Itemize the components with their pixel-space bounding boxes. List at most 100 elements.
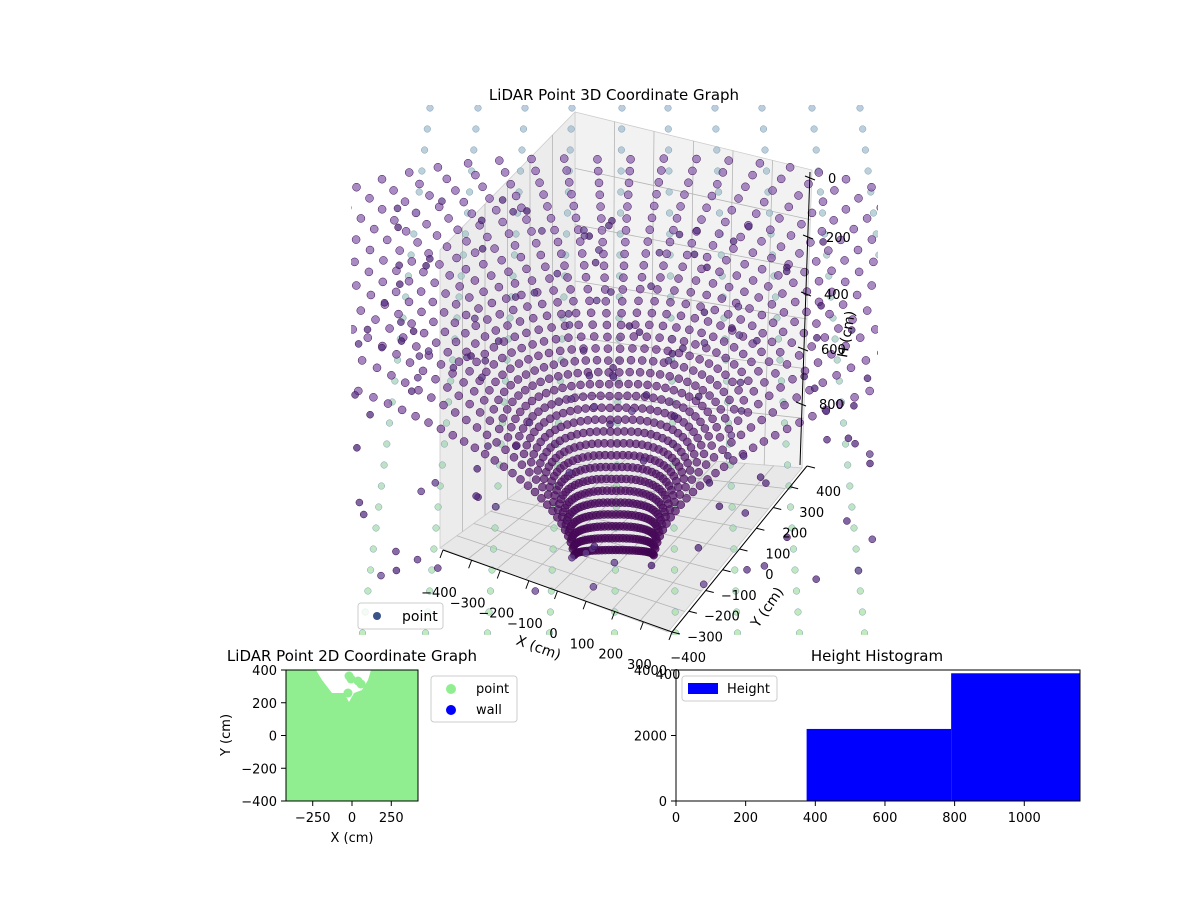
lidar-point [696, 417, 705, 427]
plot-2d: LiDAR Point 2D Coordinate Graph −250 0 250… [219, 647, 518, 846]
lidar-point [450, 318, 460, 328]
lidar-point [598, 237, 607, 247]
lidar-point [603, 332, 612, 342]
x-ticks-histogram: 0 200 400 600 800 1000 [672, 801, 1041, 826]
lidar-point [785, 163, 795, 172]
lidar-point [697, 215, 706, 224]
lidar-point [542, 311, 552, 321]
lidar-point [691, 276, 701, 285]
lidar-point [846, 363, 856, 373]
wall-point [881, 294, 888, 301]
lidar-point [719, 337, 729, 346]
lidar-point [369, 224, 379, 234]
noise-point [743, 566, 751, 574]
lidar-point [357, 356, 367, 365]
noise-point [579, 347, 588, 355]
noise-point [823, 435, 831, 444]
lidar-point [640, 344, 649, 353]
noise-point [854, 566, 863, 575]
wall-point [474, 105, 482, 112]
lidar-point [511, 414, 520, 424]
lidar-point [547, 400, 556, 409]
wall-point [728, 503, 736, 511]
noise-point [590, 542, 599, 551]
lidar-point [721, 217, 730, 227]
noise-point [810, 384, 819, 393]
legend-3d-frame [357, 602, 444, 630]
lidar-point [688, 166, 697, 176]
lidar-point [884, 248, 892, 256]
lidar-point [682, 250, 692, 260]
wall-point [466, 188, 474, 196]
lidar-point [717, 294, 727, 303]
lidar-point [379, 256, 388, 265]
noise-point [407, 387, 416, 395]
wall-point [922, 609, 929, 616]
wall-point [711, 105, 719, 112]
lidar-point [616, 320, 626, 330]
noise-point [565, 468, 574, 477]
lidar-point [270, 355, 278, 363]
wall-point [426, 587, 434, 595]
lidar-point [524, 355, 533, 364]
lidar-point [758, 328, 767, 338]
lidar-point [814, 168, 824, 177]
lidar-point [557, 249, 566, 259]
wall-point [913, 546, 920, 553]
lidar-point [422, 219, 431, 229]
lidar-point [665, 372, 674, 381]
lidar-point [914, 253, 922, 261]
lidar-point [293, 271, 301, 279]
noise-point [380, 298, 389, 307]
noise-point [628, 407, 636, 415]
lidar-point [482, 430, 492, 440]
lidar-point [534, 392, 544, 401]
lidar-point [427, 393, 436, 402]
lidar-point [827, 350, 836, 359]
lidar-point [501, 294, 511, 303]
lidar-point [702, 290, 711, 300]
x-tick-label: 400 [803, 811, 828, 826]
lidar-point [827, 287, 837, 297]
lidar-point [337, 272, 345, 280]
lidar-point [602, 308, 611, 318]
lidar-point [305, 228, 313, 236]
lidar-point [489, 360, 499, 369]
lidar-point [471, 170, 480, 180]
lidar-point [741, 182, 750, 192]
z-tick-label: 200 [826, 231, 851, 246]
noise-point [610, 558, 619, 567]
noise-point [817, 302, 825, 310]
y-tick-label: 300 [799, 506, 824, 521]
wall-point [786, 503, 795, 511]
lidar-point [431, 374, 440, 384]
lidar-point [932, 362, 940, 370]
x-tick-label: −100 [507, 617, 543, 632]
lidar-point [869, 257, 878, 267]
lidar-point [356, 214, 366, 223]
lidar-point [694, 467, 703, 477]
lidar-point [371, 315, 380, 324]
lidar-point [682, 494, 691, 503]
lidar-point [649, 393, 658, 403]
lidar-point [514, 391, 523, 400]
lidar-point [377, 205, 387, 214]
lidar-point [507, 348, 516, 357]
lidar-point [751, 209, 761, 218]
lidar-point [404, 276, 414, 286]
lidar-point [418, 366, 428, 376]
lidar-point [522, 440, 532, 450]
x-tick [639, 621, 644, 630]
lidar-point [585, 296, 594, 306]
lidar-point [510, 332, 520, 342]
lidar-point [759, 197, 769, 207]
noise-point [868, 535, 877, 544]
lidar-point [704, 359, 714, 368]
wall-point [791, 566, 799, 574]
lidar-point [321, 238, 329, 246]
z-tick-label: 400 [824, 288, 849, 303]
lidar-point [861, 356, 871, 365]
lidar-point [553, 237, 563, 247]
wall-point [611, 587, 619, 595]
lidar-point [655, 370, 665, 379]
